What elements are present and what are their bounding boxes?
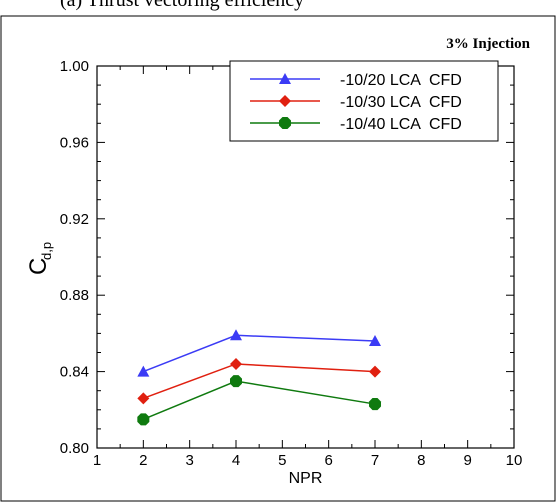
y-tick-label: 1.00 [60,58,89,75]
legend-label: -10/40 LCA CFD [340,116,462,133]
x-tick-label: 6 [324,452,332,469]
series-octagon [137,375,382,426]
x-tick-label: 10 [506,452,523,469]
y-tick-label: 0.80 [60,440,89,457]
series-lines [137,329,382,426]
y-tick-label: 0.96 [60,134,89,151]
legend-item: -10/30 LCA CFD [250,94,462,111]
injection-annotation: 3% Injection [446,36,530,52]
x-tick-label: 5 [278,452,286,469]
series-line [143,334,376,373]
axis-tick-labels: 1 2 3 4 5 6 7 8 9 10 0.80 0.84 0.88 0.92 0.96 1.00 [60,58,523,469]
series-diamond [137,357,381,405]
y-tick-label: 0.92 [60,211,89,228]
x-axis-label: NPR [289,470,323,487]
y-tick-label: 0.88 [60,287,89,304]
series-line [143,380,376,421]
x-tick-label: 9 [463,452,471,469]
triangle-marker [369,335,381,347]
octagon-marker [137,413,150,426]
octagon-marker [229,375,243,388]
y-axis-label-main: C [25,258,52,275]
triangle-marker [279,73,291,84]
octagon-marker [368,398,382,411]
chart-frame [0,15,556,502]
diamond-marker [279,95,291,107]
x-tick-label: 4 [232,452,240,469]
legend: -10/20 LCA CFD -10/30 LCA CFD -10/40 LCA C… [229,60,499,142]
triangle-marker [137,365,150,377]
x-tick-label: 3 [185,452,193,469]
diamond-marker [230,357,242,370]
diamond-marker [369,365,381,378]
x-tick-label: 7 [371,452,379,469]
octagon-marker [278,116,292,130]
y-tick-label: 0.84 [60,364,89,381]
legend-label: -10/30 LCA CFD [340,94,462,111]
y-axis-label: C d,p [25,242,54,275]
triangle-marker [230,329,242,341]
legend-item: -10/40 LCA CFD [250,116,462,133]
x-tick-label: 1 [93,452,101,469]
series-line [143,363,376,400]
x-tick-label: 2 [139,452,147,469]
top-caption: (a) Thrust vectoring efficiency [60,0,304,11]
legend-label: -10/20 LCA CFD [340,72,462,89]
x-tick-label: 8 [417,452,425,469]
diamond-marker [137,392,150,405]
y-axis-label-subscript: d,p [39,242,54,260]
legend-items: -10/20 LCA CFD -10/30 LCA CFD -10/40 LCA C… [250,72,462,133]
legend-item: -10/20 LCA CFD [250,72,462,89]
series-triangle [137,329,381,377]
